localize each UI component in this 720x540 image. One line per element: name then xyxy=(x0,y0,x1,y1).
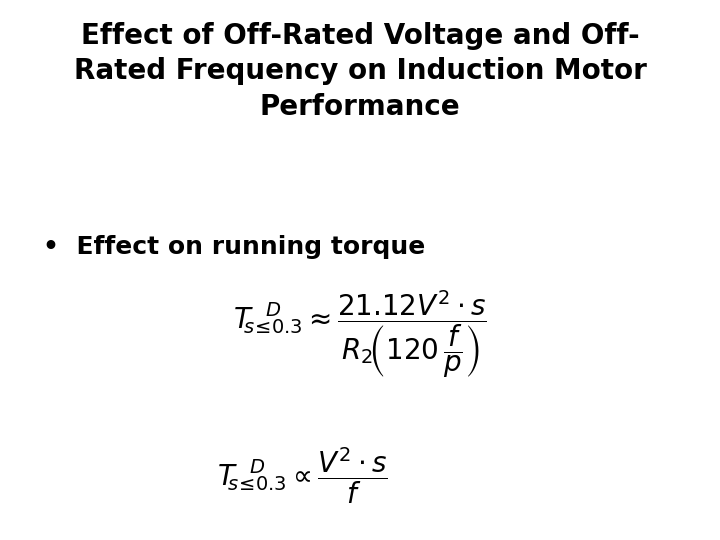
Text: •  Effect on running torque: • Effect on running torque xyxy=(43,235,426,259)
Text: $T_{\!\!\substack{D \\ s\!\leq\!0.3}}\approx \dfrac{21.12V^{2} \cdot s}{R_2\!\le: $T_{\!\!\substack{D \\ s\!\leq\!0.3}}\ap… xyxy=(233,289,487,380)
Text: Effect of Off-Rated Voltage and Off-
Rated Frequency on Induction Motor
Performa: Effect of Off-Rated Voltage and Off- Rat… xyxy=(73,22,647,121)
Text: $T_{\!\!\substack{D \\ s\!\leq\!0.3}}\propto \dfrac{V^{2} \cdot s}{f}$: $T_{\!\!\substack{D \\ s\!\leq\!0.3}}\pr… xyxy=(217,446,388,506)
